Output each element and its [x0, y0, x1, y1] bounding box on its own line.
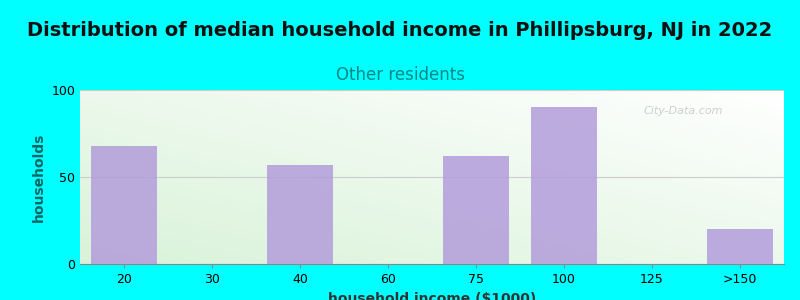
X-axis label: household income ($1000): household income ($1000)	[328, 292, 536, 300]
Text: City-Data.com: City-Data.com	[643, 106, 722, 116]
Text: Other residents: Other residents	[335, 66, 465, 84]
Bar	[707, 229, 773, 264]
Text: Distribution of median household income in Phillipsburg, NJ in 2022: Distribution of median household income …	[27, 21, 773, 40]
Y-axis label: households: households	[32, 132, 46, 222]
Bar	[267, 165, 333, 264]
Bar	[531, 107, 597, 264]
Bar	[91, 146, 157, 264]
Bar	[443, 156, 509, 264]
